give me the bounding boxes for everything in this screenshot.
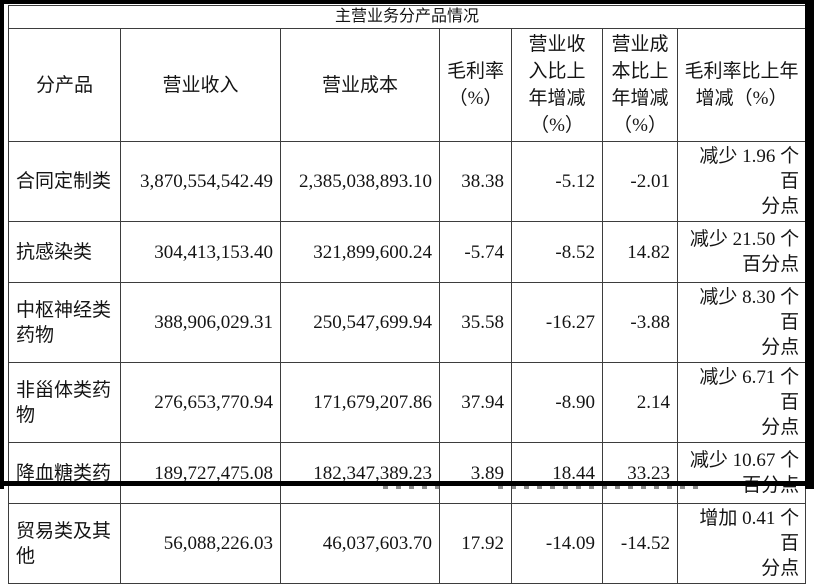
cell-cost-yoy: -14.52: [602, 503, 678, 584]
col-header-revenue: 营业收入: [120, 28, 281, 142]
cell-revenue: 276,653,770.94: [120, 362, 281, 443]
cell-margin-change: 减少 8.30 个百 分点: [676, 282, 807, 363]
col-header-gross-margin: 毛利率 （%）: [439, 28, 512, 142]
cell-revenue-yoy: -8.52: [511, 221, 603, 283]
cell-revenue-yoy: -16.27: [511, 282, 603, 363]
cell-revenue-yoy: -8.90: [511, 362, 603, 443]
cell-product: 中枢神经类 药物: [8, 282, 121, 363]
product-table: 主营业务分产品情况 分产品 营业收入 营业成本 毛利率 （%） 营业收 入比上 …: [7, 5, 807, 584]
cell-margin-change: 减少 21.50 个 百分点: [676, 221, 807, 283]
cell-gross-margin: 17.92: [439, 503, 512, 584]
cutoff-text-remnant: [383, 486, 445, 489]
cell-cost: 2,385,038,893.10: [280, 141, 440, 222]
cell-revenue: 56,088,226.03: [120, 503, 281, 584]
scan-edge-left: [0, 0, 4, 489]
table-row: 降血糖类药 189,727,475.08 182,347,389.23 3.89…: [8, 442, 807, 504]
cell-margin-change: 减少 1.96 个百 分点: [676, 141, 807, 222]
cell-product: 非甾体类药 物: [8, 362, 121, 443]
cell-cost: 46,037,603.70: [280, 503, 440, 584]
cell-product: 合同定制类: [8, 141, 121, 222]
cell-revenue-yoy: 18.44: [511, 442, 603, 504]
table-row: 合同定制类 3,870,554,542.49 2,385,038,893.10 …: [8, 141, 807, 222]
cell-margin-change: 减少 10.67 个 百分点: [676, 442, 807, 504]
table-row: 非甾体类药 物 276,653,770.94 171,679,207.86 37…: [8, 362, 807, 443]
col-header-cost: 营业成本: [280, 28, 440, 142]
table-title-row: 主营业务分产品情况: [7, 5, 807, 29]
cell-gross-margin: 37.94: [439, 362, 512, 443]
cell-revenue: 189,727,475.08: [120, 442, 281, 504]
cell-cost: 171,679,207.86: [280, 362, 440, 443]
cell-margin-change: 增加 0.41 个百 分点: [676, 503, 807, 584]
cell-revenue-yoy: -14.09: [511, 503, 603, 584]
cutoff-text-remnant: [498, 486, 703, 489]
cell-cost: 182,347,389.23: [280, 442, 440, 504]
cell-cost-yoy: 33.23: [602, 442, 678, 504]
cell-revenue-yoy: -5.12: [511, 141, 603, 222]
table-row: 中枢神经类 药物 388,906,029.31 250,547,699.94 3…: [8, 282, 807, 363]
cell-product: 抗感染类: [8, 221, 121, 283]
cell-gross-margin: -5.74: [439, 221, 512, 283]
cell-cost: 250,547,699.94: [280, 282, 440, 363]
cell-margin-change: 减少 6.71 个百 分点: [676, 362, 807, 443]
cell-revenue: 3,870,554,542.49: [120, 141, 281, 222]
col-header-revenue-yoy: 营业收 入比上 年增减 （%）: [511, 28, 603, 142]
cell-gross-margin: 3.89: [439, 442, 512, 504]
cell-cost-yoy: 2.14: [602, 362, 678, 443]
cell-cost-yoy: -3.88: [602, 282, 678, 363]
cell-product: 降血糖类药: [8, 442, 121, 504]
table-header-row: 分产品 营业收入 营业成本 毛利率 （%） 营业收 入比上 年增减 （%） 营业…: [8, 28, 807, 142]
cell-gross-margin: 35.58: [439, 282, 512, 363]
scan-edge-bottom: [0, 481, 814, 486]
cell-cost-yoy: -2.01: [602, 141, 678, 222]
col-header-cost-yoy: 营业成 本比上 年增减 （%）: [602, 28, 678, 142]
table-row: 贸易类及其 他 56,088,226.03 46,037,603.70 17.9…: [8, 503, 807, 584]
cell-gross-margin: 38.38: [439, 141, 512, 222]
cell-cost-yoy: 14.82: [602, 221, 678, 283]
table-row: 抗感染类 304,413,153.40 321,899,600.24 -5.74…: [8, 221, 807, 283]
cell-revenue: 388,906,029.31: [120, 282, 281, 363]
scan-edge-right: [805, 0, 814, 489]
col-header-margin-change: 毛利率比上年 增减（%）: [676, 28, 807, 142]
scan-edge-top: [0, 0, 814, 4]
cell-cost: 321,899,600.24: [280, 221, 440, 283]
cell-product: 贸易类及其 他: [8, 503, 121, 584]
col-header-product: 分产品: [8, 28, 121, 142]
table-title: 主营业务分产品情况: [7, 5, 807, 29]
cell-revenue: 304,413,153.40: [120, 221, 281, 283]
